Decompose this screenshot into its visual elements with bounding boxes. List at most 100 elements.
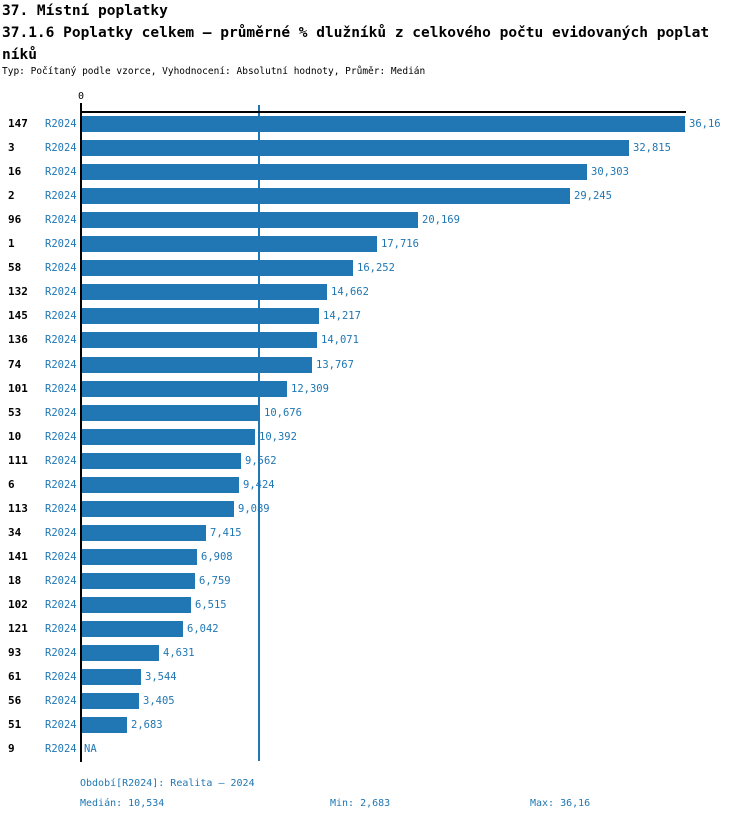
bar (82, 140, 629, 156)
row-category-label: 51 (8, 718, 22, 731)
row-period-label: R2024 (45, 671, 77, 683)
bar-row: 121 R2024 6,042 (0, 621, 750, 637)
bar (82, 501, 234, 517)
row-period-label: R2024 (45, 599, 77, 611)
row-category-label: 121 (8, 622, 28, 635)
period-info: Období[R2024]: Realita – 2024 (80, 778, 255, 789)
row-period-label: R2024 (45, 719, 77, 731)
bar-value-label: 36,16 (689, 118, 721, 130)
bar (82, 212, 418, 228)
bar (82, 332, 317, 348)
row-period-label: R2024 (45, 214, 77, 226)
row-category-label: 1 (8, 237, 15, 250)
row-period-label: R2024 (45, 238, 77, 250)
chart-title-line2: níků (2, 47, 37, 63)
bar-row: 113 R2024 9,089 (0, 501, 750, 517)
chart-subtitle: Typ: Počítaný podle vzorce, Vyhodnocení:… (2, 66, 426, 77)
bar-row: 56 R2024 3,405 (0, 693, 750, 709)
bar-value-label: 9,089 (238, 503, 270, 515)
row-category-label: 53 (8, 406, 22, 419)
row-category-label: 61 (8, 670, 22, 683)
bar-row: 96 R2024 20,169 (0, 212, 750, 228)
bar (82, 669, 141, 685)
row-period-label: R2024 (45, 575, 77, 587)
bar-value-label: 9,562 (245, 455, 277, 467)
bar (82, 525, 206, 541)
bar-row: 1 R2024 17,716 (0, 236, 750, 252)
bar (82, 645, 159, 661)
bar-row: 58 R2024 16,252 (0, 260, 750, 276)
bar (82, 405, 260, 421)
row-period-label: R2024 (45, 142, 77, 154)
bar-value-label: 6,042 (187, 623, 219, 635)
bar-value-label: 6,515 (195, 599, 227, 611)
row-period-label: R2024 (45, 479, 77, 491)
bar-value-label: 6,908 (201, 551, 233, 563)
row-category-label: 136 (8, 333, 28, 346)
bar-row: 145 R2024 14,217 (0, 308, 750, 324)
row-category-label: 147 (8, 117, 28, 130)
bar (82, 693, 139, 709)
median-line (258, 105, 260, 761)
bar-row: 93 R2024 4,631 (0, 645, 750, 661)
bar-value-label: 4,631 (163, 647, 195, 659)
row-period-label: R2024 (45, 359, 77, 371)
report-section-title: 37. Místní poplatky (2, 3, 168, 19)
row-category-label: 3 (8, 141, 15, 154)
bar-value-label: 3,544 (145, 671, 177, 683)
y-axis-line (80, 103, 82, 762)
row-category-label: 10 (8, 430, 22, 443)
bar-value-label: 14,662 (331, 286, 369, 298)
median-stat: Medián: 10,534 (80, 798, 165, 809)
row-period-label: R2024 (45, 503, 77, 515)
row-category-label: 74 (8, 358, 22, 371)
row-category-label: 96 (8, 213, 22, 226)
bar (82, 549, 197, 565)
bar-value-label: NA (84, 743, 97, 755)
row-period-label: R2024 (45, 262, 77, 274)
bar (82, 284, 327, 300)
row-category-label: 58 (8, 261, 22, 274)
bar-row: 147 R2024 36,16 (0, 116, 750, 132)
row-category-label: 9 (8, 742, 15, 755)
row-period-label: R2024 (45, 190, 77, 202)
bar (82, 164, 587, 180)
bar-value-label: 20,169 (422, 214, 460, 226)
bar-value-label: 10,676 (264, 407, 302, 419)
bar-row: 141 R2024 6,908 (0, 549, 750, 565)
row-category-label: 141 (8, 550, 28, 563)
bar (82, 116, 685, 132)
bar (82, 260, 353, 276)
bar-row: 101 R2024 12,309 (0, 381, 750, 397)
bar-row: 2 R2024 29,245 (0, 188, 750, 204)
bar-row: 18 R2024 6,759 (0, 573, 750, 589)
bar-row: 74 R2024 13,767 (0, 357, 750, 373)
bar (82, 621, 183, 637)
chart-title-line1: 37.1.6 Poplatky celkem – průměrné % dluž… (2, 25, 710, 41)
row-category-label: 18 (8, 574, 22, 587)
bar-row: 3 R2024 32,815 (0, 140, 750, 156)
row-category-label: 34 (8, 526, 22, 539)
bar-value-label: 6,759 (199, 575, 231, 587)
bar (82, 477, 239, 493)
row-period-label: R2024 (45, 334, 77, 346)
bar (82, 308, 319, 324)
bar-value-label: 29,245 (574, 190, 612, 202)
row-period-label: R2024 (45, 166, 77, 178)
bar-row: 132 R2024 14,662 (0, 284, 750, 300)
bar-value-label: 7,415 (210, 527, 242, 539)
bar-row: 102 R2024 6,515 (0, 597, 750, 613)
row-period-label: R2024 (45, 286, 77, 298)
bar-value-label: 14,071 (321, 334, 359, 346)
bar (82, 429, 255, 445)
axis-origin-label: 0 (77, 91, 85, 102)
bar-row: 111 R2024 9,562 (0, 453, 750, 469)
row-category-label: 101 (8, 382, 28, 395)
row-category-label: 2 (8, 189, 15, 202)
row-category-label: 111 (8, 454, 28, 467)
bar-value-label: 10,392 (259, 431, 297, 443)
row-period-label: R2024 (45, 455, 77, 467)
bar-value-label: 16,252 (357, 262, 395, 274)
row-period-label: R2024 (45, 310, 77, 322)
